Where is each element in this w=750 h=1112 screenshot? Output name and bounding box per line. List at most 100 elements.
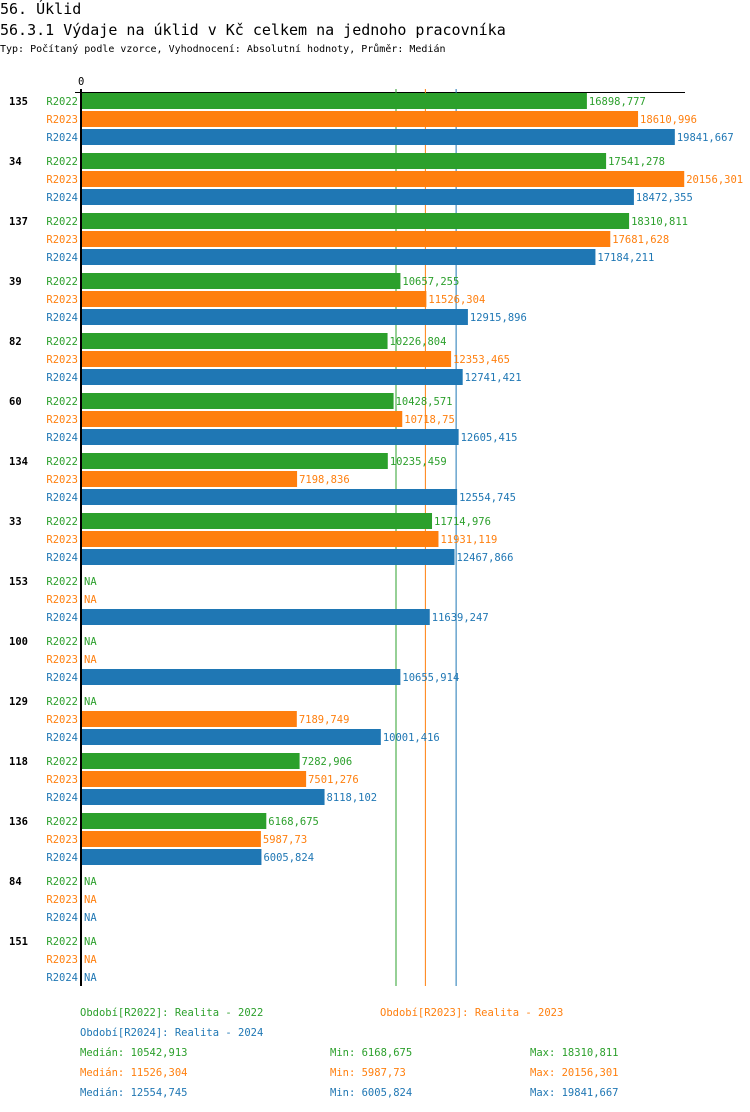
- bar-r2022: [82, 93, 587, 109]
- series-label: R2024: [46, 792, 78, 804]
- data-label: 20156,301: [686, 174, 743, 186]
- data-label: NA: [84, 936, 97, 948]
- category-label: 135: [9, 96, 28, 108]
- bar-r2023: [82, 471, 298, 487]
- series-label: R2023: [46, 654, 78, 666]
- bar-r2022: [82, 153, 607, 169]
- data-label: 8118,102: [327, 792, 378, 804]
- data-label: NA: [84, 972, 97, 984]
- stat-min-r2022: Min: 6168,675: [330, 1047, 413, 1059]
- data-label: 12353,465: [453, 354, 510, 366]
- data-label: 12915,896: [470, 312, 527, 324]
- bar-r2022: [82, 393, 394, 409]
- series-label: R2022: [46, 336, 78, 348]
- series-label: R2023: [46, 414, 78, 426]
- series-label: R2024: [46, 372, 78, 384]
- category-label: 84: [9, 876, 22, 888]
- series-label: R2024: [46, 612, 78, 624]
- stat-min-r2023: Min: 5987,73: [330, 1067, 406, 1079]
- data-label: 12741,421: [465, 372, 522, 384]
- stat-max-r2023: Max: 20156,301: [530, 1067, 619, 1079]
- legend-period-r2024: Období[R2024]: Realita - 2024: [80, 1027, 264, 1039]
- series-label: R2022: [46, 96, 78, 108]
- data-label: 18310,811: [631, 216, 688, 228]
- series-label: R2022: [46, 816, 78, 828]
- bar-r2024: [82, 369, 463, 385]
- series-label: R2023: [46, 714, 78, 726]
- series-label: R2023: [46, 894, 78, 906]
- series-label: R2024: [46, 912, 78, 924]
- data-label: NA: [84, 912, 97, 924]
- data-label: 10001,416: [383, 732, 440, 744]
- data-label: 10226,804: [390, 336, 447, 348]
- series-label: R2023: [46, 594, 78, 606]
- bar-r2024: [82, 789, 325, 805]
- bar-r2022: [82, 333, 388, 349]
- bar-r2024: [82, 609, 430, 625]
- stat-median-r2023: Medián: 11526,304: [80, 1067, 188, 1079]
- data-label: NA: [84, 876, 97, 888]
- bar-r2022: [82, 213, 630, 229]
- legend-period-r2023: Období[R2023]: Realita - 2023: [380, 1007, 564, 1019]
- legend-period-r2022: Období[R2022]: Realita - 2022: [80, 1007, 264, 1019]
- section-title: 56. Úklid: [0, 0, 82, 18]
- bar-r2024: [82, 129, 675, 145]
- series-label: R2022: [46, 276, 78, 288]
- data-label: 17681,628: [612, 234, 669, 246]
- series-label: R2024: [46, 432, 78, 444]
- data-label: 11639,247: [432, 612, 489, 624]
- data-label: NA: [84, 654, 97, 666]
- bar-r2023: [82, 771, 307, 787]
- series-label: R2022: [46, 876, 78, 888]
- bar-chart: 0 135 R2022 16898,777 R2023 18610,996 R2024 198…: [9, 76, 743, 986]
- bar-r2024: [82, 309, 468, 325]
- category-label: 82: [9, 336, 22, 348]
- series-label: R2024: [46, 252, 78, 264]
- series-label: R2024: [46, 492, 78, 504]
- bar-r2022: [82, 753, 300, 769]
- data-label: NA: [84, 696, 97, 708]
- bar-r2023: [82, 711, 297, 727]
- series-label: R2022: [46, 516, 78, 528]
- stat-max-r2024: Max: 19841,667: [530, 1087, 619, 1099]
- stat-median-r2024: Medián: 12554,745: [80, 1087, 188, 1099]
- bar-r2024: [82, 189, 634, 205]
- bar-r2022: [82, 513, 433, 529]
- bar-r2024: [82, 489, 458, 505]
- series-label: R2024: [46, 312, 78, 324]
- data-label: 12554,745: [459, 492, 516, 504]
- category-label: 33: [9, 516, 22, 528]
- series-label: R2022: [46, 396, 78, 408]
- stat-min-r2024: Min: 6005,824: [330, 1087, 413, 1099]
- x-tick-label: 0: [78, 76, 84, 88]
- series-label: R2023: [46, 354, 78, 366]
- bar-r2024: [82, 249, 596, 265]
- data-label: 5987,73: [263, 834, 307, 846]
- category-label: 129: [9, 696, 28, 708]
- category-label: 151: [9, 936, 28, 948]
- series-label: R2022: [46, 696, 78, 708]
- series-label: R2023: [46, 834, 78, 846]
- bar-r2024: [82, 669, 401, 685]
- data-label: 17184,211: [597, 252, 654, 264]
- series-label: R2023: [46, 174, 78, 186]
- category-label: 60: [9, 396, 22, 408]
- series-label: R2024: [46, 732, 78, 744]
- series-label: R2023: [46, 774, 78, 786]
- bar-r2023: [82, 351, 452, 367]
- series-label: R2022: [46, 936, 78, 948]
- category-label: 118: [9, 756, 28, 768]
- data-label: 11526,304: [428, 294, 485, 306]
- series-label: R2024: [46, 192, 78, 204]
- series-label: R2022: [46, 216, 78, 228]
- bar-r2023: [82, 231, 611, 247]
- bar-r2024: [82, 549, 455, 565]
- data-label: NA: [84, 954, 97, 966]
- chart-title: 56.3.1 Výdaje na úklid v Kč celkem na je…: [0, 21, 506, 39]
- bar-r2023: [82, 531, 439, 547]
- chart-subtitle: Typ: Počítaný podle vzorce, Vyhodnocení:…: [0, 44, 446, 55]
- series-label: R2022: [46, 636, 78, 648]
- bar-r2023: [82, 411, 403, 427]
- bar-r2023: [82, 831, 261, 847]
- bar-r2024: [82, 729, 381, 745]
